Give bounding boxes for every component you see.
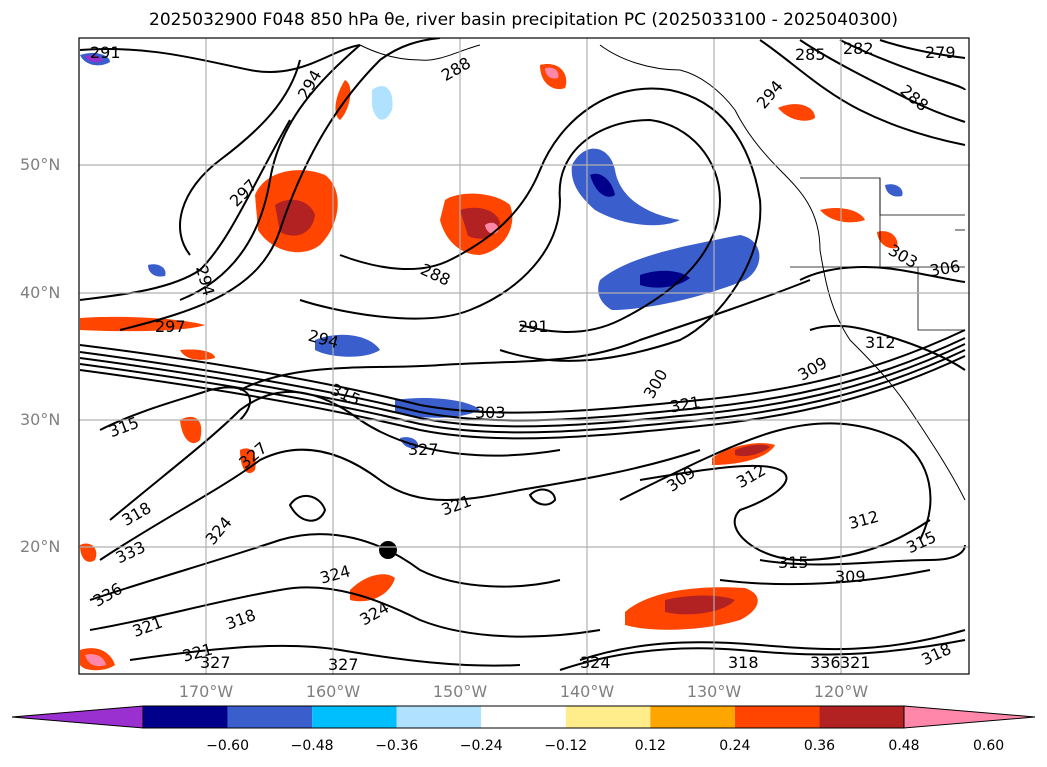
colorbar-frame (142, 705, 905, 729)
contour-label: 315 (778, 553, 809, 572)
colorbar-tick-label: −0.48 (290, 738, 334, 754)
precip-negative-region (372, 86, 393, 120)
contour-label: 327 (408, 440, 439, 459)
state-borders (790, 177, 965, 331)
contour-label: 309 (835, 567, 866, 586)
precip-positive-region (275, 199, 315, 236)
colorbar-tick-label: 0.48 (888, 738, 920, 754)
precip-negative-region (590, 173, 615, 197)
lon-label: 120°W (813, 682, 869, 701)
precip-positive-region (80, 543, 97, 562)
colorbar-segment (481, 706, 566, 728)
precip-positive-region (778, 104, 815, 121)
colorbar-tick-label: 0.36 (803, 738, 836, 754)
contour-label: 303 (475, 403, 506, 422)
precip-positive-region (180, 416, 202, 444)
colorbar-segment (650, 706, 735, 728)
colorbar (11, 705, 1036, 729)
contour-label: 318 (728, 653, 759, 672)
contour-label: 297 (155, 317, 186, 336)
colorbar-tick-label: 0.24 (719, 738, 751, 754)
precip-positive-region (545, 67, 559, 79)
contour-label: 321 (840, 653, 871, 672)
contour-label: 282 (843, 39, 874, 58)
colorbar-tick-label: 0.12 (634, 738, 666, 754)
precip-negative-region (315, 334, 380, 357)
precip-positive-region (665, 595, 735, 615)
contour-label: 291 (90, 43, 121, 62)
lon-label: 150°W (432, 682, 488, 701)
colorbar-tick-label: −0.60 (206, 738, 249, 754)
colorbar-segment (396, 706, 482, 728)
lon-label: 130°W (686, 682, 742, 701)
colorbar-segment (565, 706, 651, 728)
precip-positive-region (85, 654, 106, 667)
map-frame (78, 37, 970, 675)
colorbar-segment (143, 706, 228, 728)
contour-label: 291 (518, 317, 549, 336)
lat-label: 20°N (20, 537, 61, 556)
precip-positive-region (820, 208, 865, 223)
theta-e-contours (79, 38, 966, 671)
precip-negative-region (571, 148, 680, 226)
precip-negative-region (598, 235, 760, 310)
colorbar-tick-label: −0.24 (459, 738, 503, 754)
precip-positive-region (877, 231, 898, 249)
gridlines (79, 38, 969, 674)
contour-label: 312 (865, 333, 896, 352)
colorbar-tick-label: −0.36 (375, 738, 419, 754)
colorbar-tick-label: 0.60 (972, 738, 1005, 754)
lon-label: 160°W (305, 682, 361, 701)
contour-label: 285 (795, 45, 826, 64)
precip-negative-region (148, 264, 166, 277)
map-title: 2025032900 F048 850 hPa θe, river basin … (149, 10, 898, 30)
lat-label: 50°N (20, 155, 61, 174)
colorbar-extend-min (11, 705, 144, 729)
colorbar-segment (312, 706, 397, 728)
lon-label: 140°W (559, 682, 615, 701)
colorbar-tick-label: −0.12 (544, 738, 588, 754)
colorbar-extend-max (903, 705, 1036, 729)
coastline (359, 44, 966, 501)
contour-label: 327 (200, 653, 231, 672)
precip-negative-region (85, 55, 103, 62)
contour-label: 279 (925, 43, 956, 62)
contour-label: 324 (580, 653, 611, 672)
lat-label: 30°N (20, 410, 61, 429)
lon-label: 170°W (178, 682, 234, 701)
colorbar-segment (227, 706, 313, 728)
contour-label: 327 (328, 655, 359, 674)
contour-label: 336 (810, 653, 841, 672)
colorbar-segment (734, 706, 820, 728)
precip-negative-region (885, 184, 903, 197)
precip-positive-region (735, 444, 770, 457)
precip-positive-region (350, 574, 395, 602)
lat-label: 40°N (20, 283, 61, 302)
colorbar-segment (819, 706, 904, 728)
